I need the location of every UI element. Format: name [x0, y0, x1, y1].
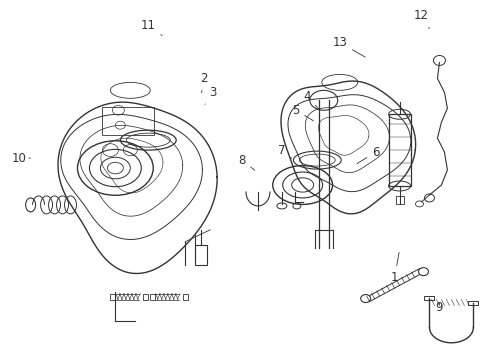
Bar	[424, 296, 435, 300]
Text: 5: 5	[292, 104, 314, 121]
Text: 2: 2	[200, 72, 208, 93]
Bar	[195, 245, 207, 265]
Text: 7: 7	[278, 144, 292, 158]
Bar	[143, 293, 148, 300]
Bar	[395, 196, 404, 204]
Text: 1: 1	[391, 252, 399, 284]
Text: 8: 8	[238, 154, 255, 170]
Text: 12: 12	[414, 9, 429, 28]
Text: 3: 3	[205, 86, 217, 104]
Text: 11: 11	[141, 19, 162, 36]
Bar	[150, 293, 155, 300]
Bar	[389, 114, 411, 186]
Text: 6: 6	[357, 145, 379, 163]
Bar	[102, 107, 154, 135]
Bar	[468, 301, 478, 305]
Bar	[183, 293, 188, 300]
Text: 10: 10	[11, 152, 30, 165]
Text: 9: 9	[436, 301, 443, 314]
Text: 13: 13	[332, 36, 365, 57]
Text: 4: 4	[303, 90, 320, 110]
Bar	[110, 293, 115, 300]
